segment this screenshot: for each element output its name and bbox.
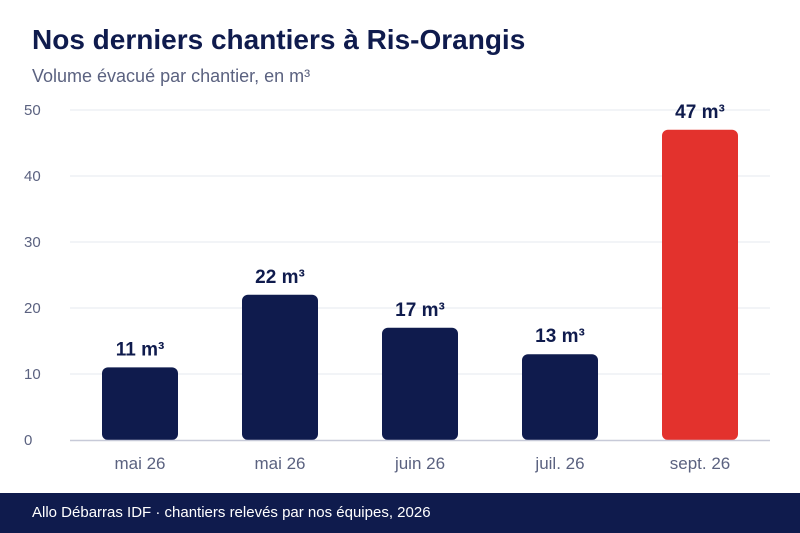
- bar: [382, 327, 458, 440]
- chart-title: Nos derniers chantiers à Ris-Orangis: [32, 24, 526, 55]
- x-tick-label: mai 26: [254, 454, 305, 473]
- bar: [242, 294, 318, 440]
- bar: [102, 367, 178, 440]
- y-tick-label: 10: [24, 366, 41, 383]
- x-tick-label: juil. 26: [534, 454, 584, 473]
- data-label: 22 m³: [255, 267, 305, 288]
- y-tick-label: 50: [24, 102, 41, 119]
- x-tick-label: sept. 26: [670, 454, 731, 473]
- bar: [522, 354, 598, 440]
- y-tick-label: 20: [24, 300, 41, 317]
- x-tick-label: juin 26: [394, 454, 445, 473]
- data-label: 47 m³: [675, 102, 725, 123]
- data-label: 17 m³: [395, 300, 445, 321]
- bar-chart: 0 10 20 30 40 50 11 m³ mai 26 22 m³ mai 26 17 m³ ju…: [24, 102, 770, 473]
- y-tick-label: 0: [24, 432, 32, 449]
- y-tick-label: 30: [24, 234, 41, 251]
- footer-source-text: Allo Débarras IDF · chantiers relevés pa…: [32, 504, 431, 521]
- bar: [662, 129, 738, 441]
- footer-bar: Allo Débarras IDF · chantiers relevés pa…: [0, 493, 800, 533]
- chart-subtitle: Volume évacué par chantier, en m³: [32, 66, 311, 86]
- data-label: 13 m³: [535, 326, 585, 347]
- y-tick-label: 40: [24, 168, 41, 185]
- x-tick-label: mai 26: [114, 454, 165, 473]
- data-label: 11 m³: [116, 339, 165, 360]
